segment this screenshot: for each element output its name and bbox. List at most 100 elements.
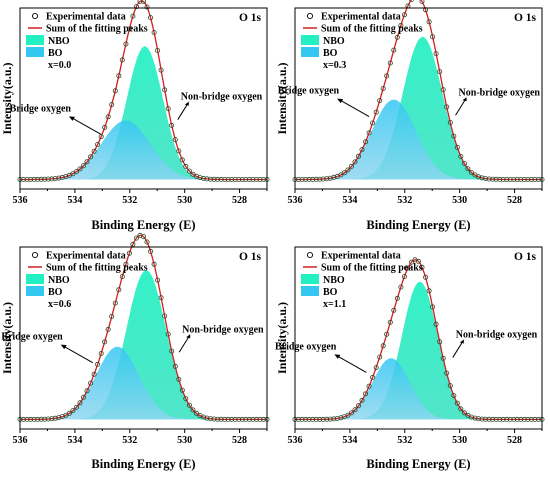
experimental-point [486,416,492,422]
experimental-point [232,176,238,182]
experimental-point [204,415,210,421]
experimental-point [306,176,312,182]
annotation-non-bridge-oxygen: Non-bridge oxygen [182,324,264,335]
experimental-point [511,176,517,182]
experimental-point [377,354,383,360]
experimental-point [20,416,26,422]
experimental-point [158,67,164,73]
experimental-point [28,416,34,422]
experimental-point [408,259,414,265]
legend-marker-experimental [306,251,314,259]
experimental-point [532,416,538,422]
legend-label-fit: Sum of the fitting peaks [321,263,423,274]
experimental-point [260,416,266,422]
experimental-point [324,416,330,422]
x-tick-label: 532 [397,195,412,206]
bridge-arrow-line [336,354,367,373]
x-tick-label: 532 [122,435,137,446]
x-tick-label: 528 [507,195,522,206]
experimental-point [303,176,309,182]
experimental-point [95,141,101,147]
legend-label-experimental: Experimental data [46,12,126,23]
experimental-point [162,313,168,319]
experimental-point [109,102,115,108]
legend-swatch-nbo [26,274,44,284]
experimental-point [211,416,217,422]
legend-label-experimental: Experimental data [321,12,401,23]
composition-label: x=0.6 [48,299,71,310]
experimental-point [447,120,453,126]
experimental-point [324,176,330,182]
experimental-point [451,133,457,139]
experimental-point [190,407,196,413]
experimental-point [176,376,182,382]
experimental-point [42,176,48,182]
experimental-point [486,176,492,182]
y-axis-label: Intensity(a.u.) [0,302,14,374]
experimental-point [320,416,326,422]
experimental-point [207,416,213,422]
experimental-point [317,176,323,182]
experimental-point [437,69,443,75]
panel-title: O 1s [239,251,262,263]
plot-frame [294,7,543,190]
nonbridge-arrow-line [452,341,464,358]
bridge-arrow-line [62,345,93,364]
x-tick-label: 534 [342,195,357,206]
plot-frame [19,246,268,430]
experimental-point [70,171,76,177]
panel-x-0-6: 536 534 532 530 528 Binding Energy (E) Intensi… [0,232,275,479]
experimental-point [236,176,242,182]
experimental-point [394,295,400,301]
experimental-point [303,416,309,422]
experimental-point [81,163,87,169]
experimental-point [507,176,513,182]
x-tick-label: 534 [67,435,82,446]
legend-label-fit: Sum of the fitting peaks [321,24,423,35]
legend-swatch-nbo [301,274,319,284]
nbo-peak-area [20,270,267,420]
experimental-point [528,416,534,422]
experimental-point [458,153,464,159]
experimental-point [514,416,520,422]
experimental-point [169,122,175,128]
bo-peak-area [295,99,542,180]
experimental-point [119,274,125,280]
experimental-point [370,120,376,126]
experimental-point [45,416,51,422]
x-tick-label: 536 [288,435,303,446]
experimental-point [162,87,168,93]
experimental-point [310,176,316,182]
experimental-point [405,265,411,271]
experimental-point [352,407,358,413]
experimental-point [468,169,474,175]
experimental-point [183,396,189,402]
experimental-point [430,304,436,310]
experimental-point [232,416,238,422]
experimental-point [207,176,213,182]
experimental-point [246,416,252,422]
experimental-point [123,261,129,267]
experimental-point [243,416,249,422]
experimental-point [518,176,524,182]
experimental-point [426,288,432,294]
experimental-point [130,13,136,19]
experimental-point [313,176,319,182]
experimental-point [141,0,146,4]
experimental-point [497,416,503,422]
experimental-point [56,415,62,421]
experimental-point [98,134,104,140]
nonbridge-arrow-line [455,99,466,116]
experimental-point [327,175,333,181]
experimental-point [430,34,436,40]
experimental-point [507,416,513,422]
x-axis-label: Binding Energy (E) [91,218,195,232]
experimental-point [239,176,245,182]
experimental-point [521,416,527,422]
experimental-point [190,171,196,177]
experimental-point [183,163,189,169]
experimental-point [91,148,97,154]
experimental-point [200,414,206,420]
panel-x-0-0: 536 534 532 530 528 Binding Energy (E) Intensi… [0,0,275,239]
experimental-point [370,374,376,380]
